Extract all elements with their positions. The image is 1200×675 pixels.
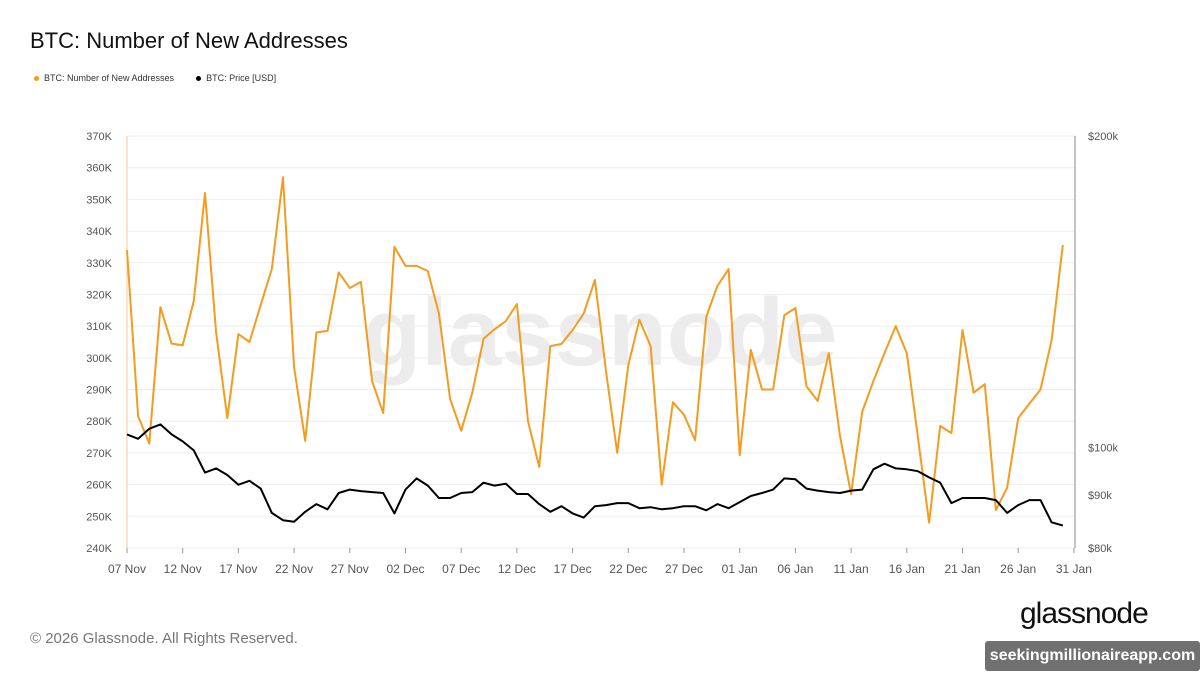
glassnode-logo: glassnode [1020,597,1149,631]
y-left-tick-label: 240K [86,543,112,555]
x-tick-label: 11 Jan [834,562,869,576]
y-left-tick-label: 370K [86,131,112,143]
legend-dot-icon [196,75,202,81]
x-tick-label: 22 Nov [275,562,313,576]
x-tick-label: 07 Dec [442,562,480,576]
y-left-tick-label: 330K [86,258,112,270]
legend: BTC: Number of New Addresses BTC: Price … [34,73,276,83]
x-tick-label: 02 Dec [386,562,424,576]
source-overlay: seekingmillionaireapp.com [985,641,1200,671]
y-left-tick-label: 290K [86,385,112,397]
y-left-tick-label: 350K [86,194,112,206]
series-line-price [126,423,1064,527]
x-tick-label: 27 Dec [665,562,703,576]
y-left-tick-label: 270K [86,448,112,460]
x-tick-label: 12 Nov [164,562,202,576]
x-tick-label: 26 Jan [1000,562,1036,576]
y-right-tick-label: $100k [1088,443,1118,455]
legend-dot-icon [34,75,39,81]
x-tick-label: 17 Dec [554,562,592,576]
x-tick-label: 22 Dec [609,562,647,576]
y-left-tick-label: 260K [86,480,112,492]
legend-label: BTC: Price [USD] [206,73,277,83]
legend-item-price[interactable]: BTC: Price [USD] [196,73,276,83]
x-tick-label: 21 Jan [944,562,980,576]
page-title: BTC: Number of New Addresses [30,28,348,53]
y-left-tick-label: 250K [86,511,112,523]
x-tick-label: 31 Jan [1056,562,1092,576]
y-left-tick-label: 300K [86,353,112,365]
copyright: © 2026 Glassnode. All Rights Reserved. [30,630,298,647]
y-left-tick-label: 320K [86,289,112,301]
x-tick-label: 06 Jan [777,562,813,576]
y-left-tick-label: 310K [86,321,112,333]
x-tick-label: 01 Jan [722,562,758,576]
legend-label: BTC: Number of New Addresses [44,73,175,83]
y-left-tick-label: 340K [86,226,112,238]
x-tick-label: 17 Nov [219,562,257,576]
x-tick-label: 16 Jan [889,562,925,576]
legend-item-new-addresses[interactable]: BTC: Number of New Addresses [34,73,174,83]
x-tick-label: 07 Nov [108,562,146,576]
series-line-new-addresses [126,176,1064,524]
y-left-tick-label: 280K [86,416,112,428]
y-left-tick-label: 360K [86,163,112,175]
y-right-tick-label: $90k [1088,490,1112,502]
logo-text: glassnode [1020,597,1149,630]
y-right-tick-label: $80k [1088,543,1112,555]
y-right-tick-label: $200k [1088,131,1118,143]
x-tick-label: 27 Nov [331,562,369,576]
x-tick-label: 12 Dec [498,562,536,576]
